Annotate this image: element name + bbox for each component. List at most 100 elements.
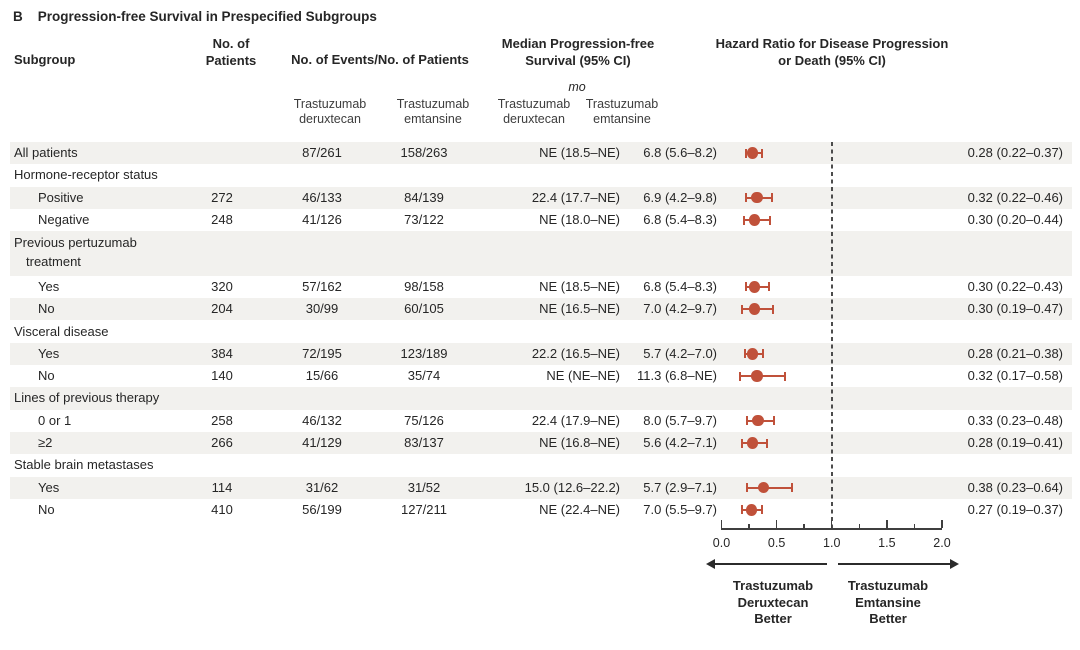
patients-cell: 248: [182, 209, 262, 231]
pfs-emtansine-cell: 5.7 (4.2–7.0): [605, 343, 717, 365]
hr-value-cell: 0.28 (0.21–0.38): [931, 343, 1063, 365]
events-deruxtecan-cell: 57/162: [267, 276, 377, 298]
ci-cap-high: [791, 483, 793, 492]
events-deruxtecan-cell: 41/129: [267, 432, 377, 454]
table-row: All patients87/261158/263NE (18.5–NE)6.8…: [10, 142, 1072, 164]
section-row: Stable brain metastases: [10, 454, 1072, 476]
row-label: ≥2: [38, 433, 52, 453]
section-row: Lines of previous therapy: [10, 387, 1072, 409]
x-axis-line: [721, 528, 942, 530]
events-emtansine-cell: 98/158: [369, 276, 479, 298]
ci-cap-high: [771, 193, 773, 202]
pfs-emtansine-cell: 5.6 (4.2–7.1): [605, 432, 717, 454]
events-deruxtecan-cell: 56/199: [267, 499, 377, 521]
hr-value-cell: 0.32 (0.22–0.46): [931, 187, 1063, 209]
subheader-events-emtansine: Trastuzumab emtansine: [378, 97, 488, 126]
ci-line: [747, 487, 792, 489]
pfs-deruxtecan-cell: NE (16.5–NE): [475, 298, 620, 320]
left-arrow-head-icon: [706, 559, 715, 569]
events-emtansine-cell: 84/139: [369, 187, 479, 209]
axis-major-tick: [831, 520, 832, 528]
pfs-emtansine-cell: 8.0 (5.7–9.7): [605, 410, 717, 432]
axis-minor-tick: [748, 524, 749, 529]
legend-emtansine-better: TrastuzumabEmtansineBetter: [813, 578, 963, 628]
hr-value-cell: 0.28 (0.19–0.41): [931, 432, 1063, 454]
row-label: Lines of previous therapy: [14, 388, 159, 408]
row-label: Stable brain metastases: [14, 455, 153, 475]
patients-cell: 204: [182, 298, 262, 320]
column-header-pfs: Median Progression-free Survival (95% CI…: [458, 36, 698, 69]
hr-point: [747, 348, 759, 360]
column-header-subgroup: Subgroup: [14, 52, 75, 69]
axis-major-tick: [941, 520, 942, 528]
events-deruxtecan-cell: 31/62: [267, 477, 377, 499]
ci-cap-high: [766, 439, 768, 448]
figure-title: B Progression-free Survival in Prespecif…: [13, 9, 377, 24]
patients-cell: 266: [182, 432, 262, 454]
events-deruxtecan-cell: 46/132: [267, 410, 377, 432]
patients-cell: 114: [182, 477, 262, 499]
hr-value-cell: 0.27 (0.19–0.37): [931, 499, 1063, 521]
pfs-emtansine-cell: 7.0 (5.5–9.7): [605, 499, 717, 521]
panel-letter: B: [13, 9, 23, 24]
subheader-pfs-emtansine: Trastuzumab emtansine: [567, 97, 677, 126]
pfs-deruxtecan-cell: NE (16.8–NE): [475, 432, 620, 454]
hr-value-cell: 0.30 (0.20–0.44): [931, 209, 1063, 231]
row-label: 0 or 1: [38, 411, 71, 431]
events-emtansine-cell: 60/105: [369, 298, 479, 320]
unit-label-months: mo: [537, 80, 617, 94]
pfs-emtansine-cell: 6.9 (4.2–9.8): [605, 187, 717, 209]
row-label: No: [38, 299, 55, 319]
pfs-deruxtecan-cell: NE (18.5–NE): [475, 142, 620, 164]
events-emtansine-cell: 83/137: [369, 432, 479, 454]
ci-cap-low: [745, 193, 747, 202]
ci-line: [740, 375, 785, 377]
right-arrow-line: [838, 563, 951, 565]
ci-cap-low: [746, 416, 748, 425]
row-label: Yes: [38, 277, 59, 297]
hr-value-cell: 0.28 (0.22–0.37): [931, 142, 1063, 164]
row-label: Negative: [38, 210, 89, 230]
hr-point: [749, 281, 761, 293]
ci-cap-high: [762, 349, 764, 358]
axis-tick-label: 0.0: [702, 536, 742, 550]
hr-value-cell: 0.30 (0.22–0.43): [931, 276, 1063, 298]
row-label: Positive: [38, 188, 84, 208]
pfs-deruxtecan-cell: NE (22.4–NE): [475, 499, 620, 521]
axis-tick-label: 0.5: [757, 536, 797, 550]
ci-cap-high: [761, 505, 763, 514]
table-row: ≥2 26641/12983/137NE (16.8–NE)5.6 (4.2–7.…: [10, 432, 1072, 454]
events-emtansine-cell: 127/211: [369, 499, 479, 521]
events-emtansine-cell: 158/263: [369, 142, 479, 164]
axis-tick-label: 1.0: [812, 536, 852, 550]
ci-cap-high: [769, 216, 771, 225]
ci-cap-high: [768, 282, 770, 291]
events-deruxtecan-cell: 87/261: [267, 142, 377, 164]
row-label: Previous pertuzumab: [14, 233, 137, 253]
legend-line: Better: [813, 611, 963, 628]
ci-cap-low: [745, 282, 747, 291]
subheader-events-deruxtecan: Trastuzumab deruxtecan: [275, 97, 385, 126]
hr-point: [749, 303, 761, 315]
patients-cell: 140: [182, 365, 262, 387]
patients-cell: 272: [182, 187, 262, 209]
table-row: Yes11431/6231/5215.0 (12.6–22.2)5.7 (2.9…: [10, 477, 1072, 499]
axis-minor-tick: [859, 524, 860, 529]
table-row: No14015/6635/74NE (NE–NE)11.3 (6.8–NE)0.…: [10, 365, 1072, 387]
axis-minor-tick: [914, 524, 915, 529]
axis-major-tick: [721, 520, 722, 528]
events-deruxtecan-cell: 30/99: [267, 298, 377, 320]
table-row: 0 or 125846/13275/12622.4 (17.9–NE)8.0 (…: [10, 410, 1072, 432]
hr-point: [758, 482, 770, 494]
pfs-emtansine-cell: 6.8 (5.4–8.3): [605, 209, 717, 231]
patients-cell: 258: [182, 410, 262, 432]
row-label: No: [38, 500, 55, 520]
pfs-deruxtecan-cell: NE (18.0–NE): [475, 209, 620, 231]
events-emtansine-cell: 73/122: [369, 209, 479, 231]
events-deruxtecan-cell: 46/133: [267, 187, 377, 209]
table-row: Yes32057/16298/158NE (18.5–NE)6.8 (5.4–8…: [10, 276, 1072, 298]
row-label-line2: treatment: [26, 252, 81, 272]
table-row: Negative24841/12673/122NE (18.0–NE)6.8 (…: [10, 209, 1072, 231]
events-emtansine-cell: 31/52: [369, 477, 479, 499]
reference-line: [831, 142, 833, 528]
